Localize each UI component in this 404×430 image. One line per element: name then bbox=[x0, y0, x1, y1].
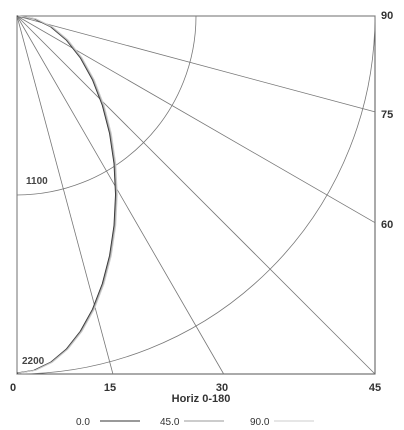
series-layer bbox=[16, 15, 118, 374]
angle-line-15 bbox=[16, 15, 114, 375]
grid-layer bbox=[16, 15, 376, 375]
x-tick-label: 45 bbox=[369, 382, 381, 394]
legend-label-90-0: 90.0 bbox=[250, 417, 270, 428]
legend-label-45-0: 45.0 bbox=[160, 417, 180, 428]
x-tick-label: 0 bbox=[10, 382, 16, 394]
range-arc-1100 bbox=[16, 15, 197, 196]
labels-layer: 0 15 30 45 90 75 60 1100 2200 Horiz 0-180 bbox=[10, 10, 393, 405]
angle-line-75 bbox=[16, 15, 376, 113]
radial-label-2200: 2200 bbox=[22, 356, 45, 367]
x-tick-label: 15 bbox=[104, 382, 116, 394]
right-tick-label: 90 bbox=[381, 10, 393, 22]
series-curve-45-0 bbox=[17, 15, 117, 374]
right-tick-label: 75 bbox=[381, 109, 393, 121]
right-tick-label: 60 bbox=[381, 219, 393, 231]
x-tick-label: 30 bbox=[216, 382, 228, 394]
range-arc-2200 bbox=[16, 15, 376, 375]
legend-layer: 0.0 45.0 90.0 bbox=[76, 417, 314, 428]
legend-label-0-0: 0.0 bbox=[76, 417, 90, 428]
angle-line-30 bbox=[16, 15, 225, 375]
series-curve-90-0 bbox=[18, 15, 118, 374]
x-axis-title: Horiz 0-180 bbox=[172, 393, 231, 405]
radial-label-1100: 1100 bbox=[26, 176, 48, 187]
angle-line-60 bbox=[16, 15, 376, 224]
angle-line-45 bbox=[16, 15, 376, 375]
series-curve-0-0 bbox=[16, 15, 117, 374]
